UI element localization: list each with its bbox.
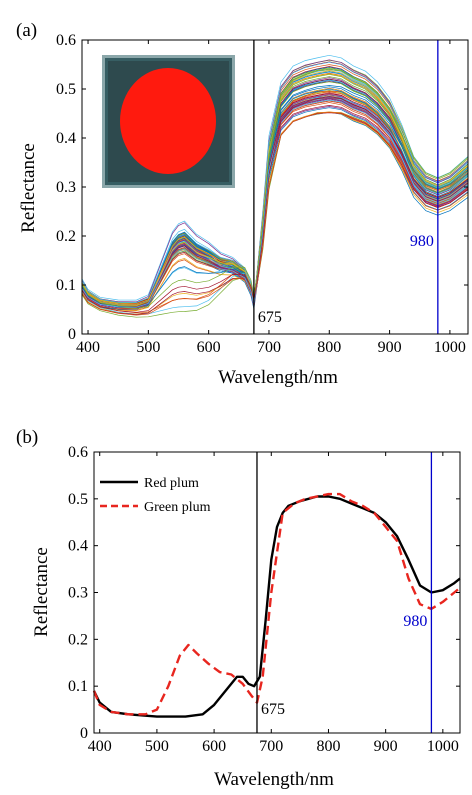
- panel-b-x-axis-label: Wavelength/nm: [214, 769, 334, 790]
- panel-a-y-axis-label: Reflectance: [18, 143, 39, 233]
- panel-b-markers: 675 980: [256, 452, 433, 733]
- panel-a-label: (a): [16, 20, 37, 41]
- panel-a-y-ticks: 0 0.1 0.2 0.3 0.4 0.5 0.6: [56, 32, 468, 343]
- y-tick-label: 0: [68, 326, 76, 343]
- y-tick-label: 0.1: [56, 277, 76, 294]
- y-tick-label: 0: [80, 725, 88, 742]
- x-tick-label: 800: [316, 738, 340, 755]
- inset-fruit-image: [102, 55, 235, 188]
- panel-b: (b) 675 980 400 500 600 700 800 900 1000 0 0.1 0.…: [16, 427, 461, 790]
- panel-b-label: (b): [16, 427, 38, 448]
- panel-a-markers: 675 980: [253, 40, 439, 334]
- legend-label-red-plum: Red plum: [144, 476, 199, 491]
- marker-label-675: 675: [261, 701, 285, 718]
- marker-label-675: 675: [258, 309, 282, 326]
- panel-a-spectra: [81, 54, 469, 318]
- panel-b-y-axis-label: Reflectance: [31, 547, 52, 637]
- spectrum-line: [81, 69, 469, 309]
- spectrum-line: [81, 112, 469, 316]
- x-tick-label: 900: [374, 738, 398, 755]
- x-tick-label: 700: [259, 738, 283, 755]
- panel-b-x-ticks: 400 500 600 700 800 900 1000: [88, 452, 459, 755]
- panel-b-legend: Red plum Green plum: [100, 476, 211, 515]
- y-tick-label: 0.4: [56, 130, 76, 147]
- x-tick-label: 600: [197, 339, 221, 356]
- x-tick-label: 800: [317, 339, 341, 356]
- series-line-red-plum: [92, 495, 461, 718]
- panel-b-spectra: [92, 492, 461, 718]
- legend-label-green-plum: Green plum: [144, 500, 211, 515]
- x-tick-label: 1000: [427, 738, 459, 755]
- x-tick-label: 900: [378, 339, 402, 356]
- y-tick-label: 0.1: [68, 678, 88, 695]
- y-tick-label: 0.3: [68, 585, 88, 602]
- y-tick-label: 0.6: [68, 444, 88, 461]
- spectrum-line: [81, 99, 469, 308]
- y-tick-label: 0.2: [56, 228, 76, 245]
- panel-b-axes-frame: [93, 451, 461, 734]
- marker-label-980: 980: [403, 613, 427, 630]
- y-tick-label: 0.2: [68, 631, 88, 648]
- panel-b-y-ticks: 0 0.1 0.2 0.3 0.4 0.5 0.6: [68, 444, 460, 742]
- y-tick-label: 0.4: [68, 538, 88, 555]
- x-tick-label: 700: [257, 339, 281, 356]
- y-tick-label: 0.3: [56, 179, 76, 196]
- y-tick-label: 0.5: [56, 81, 76, 98]
- spectrum-line: [81, 97, 469, 313]
- panel-a: (a) 675 980 400 500 600 700 800 900 1000 0 0.1 0.…: [16, 20, 469, 388]
- series-line-green-plum: [92, 492, 461, 716]
- panel-a-x-ticks: 400 500 600 700 800 900 1000: [76, 40, 466, 356]
- x-tick-label: 400: [88, 738, 112, 755]
- x-tick-label: 400: [76, 339, 100, 356]
- x-tick-label: 500: [145, 738, 169, 755]
- x-tick-label: 1000: [434, 339, 466, 356]
- y-tick-label: 0.5: [68, 491, 88, 508]
- marker-label-980: 980: [410, 233, 434, 250]
- y-tick-label: 0.6: [56, 32, 76, 49]
- panel-a-x-axis-label: Wavelength/nm: [218, 367, 338, 388]
- x-tick-label: 500: [136, 339, 160, 356]
- x-tick-label: 600: [202, 738, 226, 755]
- spectrum-line: [81, 85, 469, 308]
